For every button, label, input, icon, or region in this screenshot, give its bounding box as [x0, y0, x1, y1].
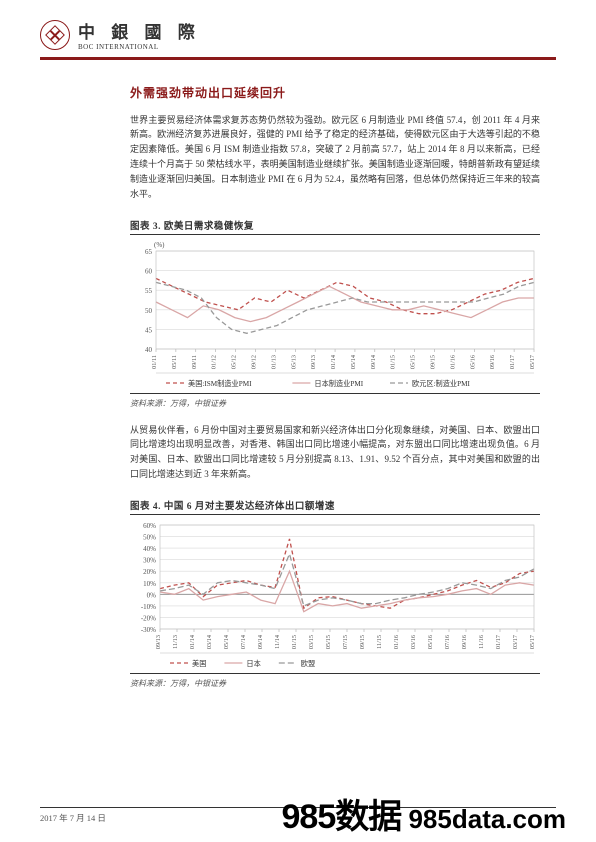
logo-text-block: 中 銀 國 際 BOC INTERNATIONAL [78, 18, 201, 51]
content-column: 外需强劲带动出口延续回升 世界主要贸易经济体需求复苏态势仍然较为强劲。欧元区 6… [0, 60, 596, 689]
svg-text:01/16: 01/16 [393, 635, 400, 649]
svg-text:05/16: 05/16 [469, 355, 476, 369]
chart1-rule-bottom [130, 393, 540, 394]
svg-text:55: 55 [145, 287, 153, 295]
svg-text:09/16: 09/16 [489, 355, 496, 369]
svg-text:10%: 10% [143, 580, 156, 588]
svg-text:05/16: 05/16 [427, 635, 434, 649]
svg-text:30%: 30% [143, 557, 156, 565]
chart2-rule [130, 514, 540, 515]
svg-text:-20%: -20% [141, 614, 156, 622]
svg-text:05/17: 05/17 [529, 355, 536, 369]
svg-text:美国:ISM制造业PMI: 美国:ISM制造业PMI [188, 379, 252, 388]
svg-text:60%: 60% [143, 522, 156, 530]
svg-text:05/15: 05/15 [410, 355, 417, 369]
logo-en: BOC INTERNATIONAL [78, 43, 201, 51]
svg-text:40: 40 [145, 346, 153, 354]
svg-text:05/12: 05/12 [231, 355, 238, 369]
chart2-svg: -30% -20% -10% 0% 10% 20% 30% 40% 50% 60% 09/13 11/… [130, 519, 540, 671]
chart1-source: 资料来源：万得，中银证券 [130, 398, 540, 409]
svg-text:03/17: 03/17 [512, 635, 519, 649]
svg-text:07/14: 07/14 [240, 635, 247, 649]
svg-text:0%: 0% [147, 591, 157, 599]
page-header: 中 銀 國 際 BOC INTERNATIONAL [0, 0, 596, 51]
chart1-rule [130, 234, 540, 235]
svg-text:50: 50 [145, 306, 153, 314]
svg-text:07/16: 07/16 [444, 635, 451, 649]
svg-text:03/15: 03/15 [308, 635, 315, 649]
watermark-en: 985data.com [401, 804, 566, 834]
svg-text:09/14: 09/14 [370, 355, 377, 369]
footer-date: 2017 年 7 月 14 日 [40, 813, 106, 823]
svg-text:50%: 50% [143, 533, 156, 541]
svg-text:05/14: 05/14 [223, 635, 230, 649]
svg-text:01/17: 01/17 [495, 635, 502, 649]
svg-text:05/17: 05/17 [529, 635, 536, 649]
chart1-svg: 40 45 50 55 60 65(%) 01/11 05/11 09/11 01/12 05/12… [130, 239, 540, 391]
chart1-caption: 图表 3. 欧美日需求稳健恢复 [130, 218, 540, 232]
svg-text:01/15: 01/15 [390, 355, 397, 369]
svg-text:09/12: 09/12 [250, 355, 257, 369]
chart1-box: 40 45 50 55 60 65(%) 01/11 05/11 09/11 01/12 05/12… [130, 239, 540, 391]
paragraph-2: 从贸易伙伴看，6 月份中国对主要贸易国家和新兴经济体出口分化现象继续，对美国、日… [130, 423, 540, 482]
svg-text:01/16: 01/16 [449, 355, 456, 369]
svg-text:09/13: 09/13 [310, 355, 317, 369]
svg-text:03/14: 03/14 [206, 635, 213, 649]
svg-text:01/17: 01/17 [509, 355, 516, 369]
svg-text:01/13: 01/13 [270, 355, 277, 369]
svg-text:09/13: 09/13 [155, 635, 162, 649]
svg-text:05/14: 05/14 [350, 355, 357, 369]
svg-text:01/12: 01/12 [211, 355, 218, 369]
svg-text:(%): (%) [154, 241, 165, 249]
svg-text:11/13: 11/13 [172, 635, 179, 649]
svg-text:11/16: 11/16 [478, 635, 485, 649]
svg-text:09/15: 09/15 [359, 635, 366, 649]
boc-logo-icon [40, 20, 70, 50]
svg-text:01/14: 01/14 [330, 355, 337, 369]
svg-text:01/14: 01/14 [189, 635, 196, 649]
watermark: 985数据 985data.com [282, 789, 566, 838]
svg-text:-30%: -30% [141, 626, 156, 634]
svg-text:60: 60 [145, 267, 153, 275]
svg-text:11/14: 11/14 [274, 635, 281, 649]
svg-text:日本制造业PMI: 日本制造业PMI [314, 379, 363, 388]
svg-text:20%: 20% [143, 568, 156, 576]
chart2-caption: 图表 4. 中国 6 月对主要发达经济体出口额增速 [130, 498, 540, 512]
svg-text:01/11: 01/11 [151, 355, 158, 369]
svg-text:05/15: 05/15 [325, 635, 332, 649]
svg-text:05/11: 05/11 [171, 355, 178, 369]
svg-text:09/11: 09/11 [191, 355, 198, 369]
chart2-source: 资料来源：万得，中银证券 [130, 678, 540, 689]
svg-text:11/15: 11/15 [376, 635, 383, 649]
svg-text:欧盟: 欧盟 [301, 659, 315, 668]
svg-text:09/14: 09/14 [257, 635, 264, 649]
section-title: 外需强劲带动出口延续回升 [130, 84, 540, 101]
svg-text:03/16: 03/16 [410, 635, 417, 649]
svg-text:45: 45 [145, 326, 153, 334]
svg-text:-10%: -10% [141, 603, 156, 611]
svg-text:07/15: 07/15 [342, 635, 349, 649]
svg-text:05/13: 05/13 [290, 355, 297, 369]
svg-text:美国: 美国 [192, 659, 206, 668]
svg-text:09/15: 09/15 [430, 355, 437, 369]
chart2-rule-bottom [130, 673, 540, 674]
svg-text:01/15: 01/15 [291, 635, 298, 649]
chart2-box: -30% -20% -10% 0% 10% 20% 30% 40% 50% 60% 09/13 11/… [130, 519, 540, 671]
svg-text:09/16: 09/16 [461, 635, 468, 649]
logo-cn: 中 銀 國 際 [78, 18, 201, 43]
watermark-cn: 985数据 [282, 798, 402, 836]
svg-text:日本: 日本 [246, 659, 260, 668]
svg-text:欧元区:制造业PMI: 欧元区:制造业PMI [412, 379, 471, 388]
svg-text:40%: 40% [143, 545, 156, 553]
paragraph-1: 世界主要贸易经济体需求复苏态势仍然较为强劲。欧元区 6 月制造业 PMI 终值 … [130, 113, 540, 202]
svg-text:65: 65 [145, 248, 153, 256]
